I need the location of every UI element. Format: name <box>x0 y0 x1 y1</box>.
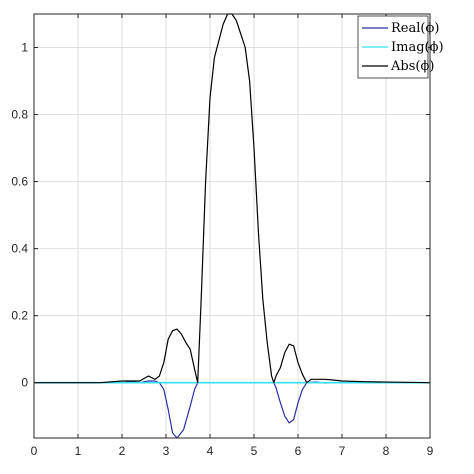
x-tick-label: 4 <box>207 444 214 458</box>
y-tick-label: 0.8 <box>11 108 28 122</box>
ticks: 0 1 2 3 4 5 6 7 8 9 0 0.2 0.4 0.6 0.8 1 <box>11 14 434 458</box>
y-tick-label: 0.4 <box>11 242 28 256</box>
x-tick-label: 7 <box>339 444 346 458</box>
y-tick-label: 0.2 <box>11 309 28 323</box>
legend: Real(ϕ) Imag(ϕ) Abs(ϕ) <box>357 15 444 79</box>
series-layer <box>34 13 431 439</box>
y-tick-label: 0 <box>21 376 28 390</box>
x-tick-label: 6 <box>295 444 302 458</box>
x-tick-label: 0 <box>31 444 38 458</box>
plot-frame <box>33 13 431 439</box>
legend-label-imag: Imag(ϕ) <box>391 40 444 55</box>
legend-label-abs: Abs(ϕ) <box>390 59 434 74</box>
x-tick-label: 3 <box>163 444 170 458</box>
x-tick-label: 1 <box>75 444 82 458</box>
abs-series-line <box>34 13 431 384</box>
plot-background <box>34 14 430 438</box>
x-tick-label: 5 <box>251 444 258 458</box>
y-tick-label: 0.6 <box>11 175 28 189</box>
x-tick-label: 9 <box>427 444 434 458</box>
legend-label-real: Real(ϕ) <box>391 21 439 36</box>
x-tick-label: 8 <box>383 444 390 458</box>
x-tick-label: 2 <box>119 444 126 458</box>
y-tick-label: 1 <box>21 41 28 55</box>
